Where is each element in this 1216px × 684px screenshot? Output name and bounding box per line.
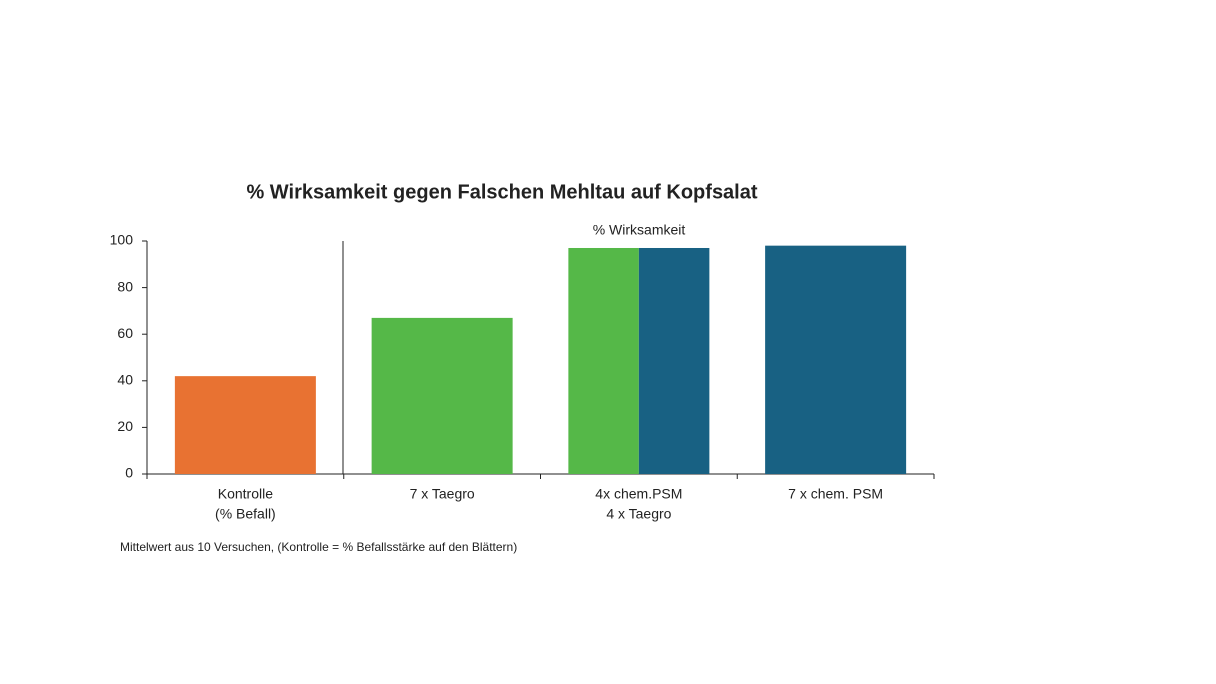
y-tick-label: 100 (110, 232, 134, 248)
x-tick-label: 7 x chem. PSM (788, 486, 883, 502)
y-tick-label: 40 (117, 372, 133, 388)
bar (174, 376, 316, 474)
chart-title: % Wirksamkeit gegen Falschen Mehltau auf… (246, 181, 757, 203)
footnote: Mittelwert aus 10 Versuchen, (Kontrolle … (120, 540, 517, 554)
bar (638, 247, 710, 474)
bar (371, 317, 513, 474)
x-tick-label: 7 x Taegro (410, 486, 475, 502)
x-tick-label: 4 x Taegro (606, 506, 671, 522)
x-tick-label: Kontrolle (218, 486, 273, 502)
bar (568, 247, 639, 474)
annotation: % Wirksamkeit (593, 222, 686, 238)
x-tick-label: (% Befall) (215, 506, 276, 522)
bar (765, 245, 907, 474)
y-tick-label: 80 (117, 278, 133, 294)
y-tick-label: 20 (117, 418, 133, 434)
y-tick-label: 0 (125, 465, 133, 481)
x-tick-label: 4x chem.PSM (595, 486, 682, 502)
y-tick-label: 60 (117, 325, 133, 341)
